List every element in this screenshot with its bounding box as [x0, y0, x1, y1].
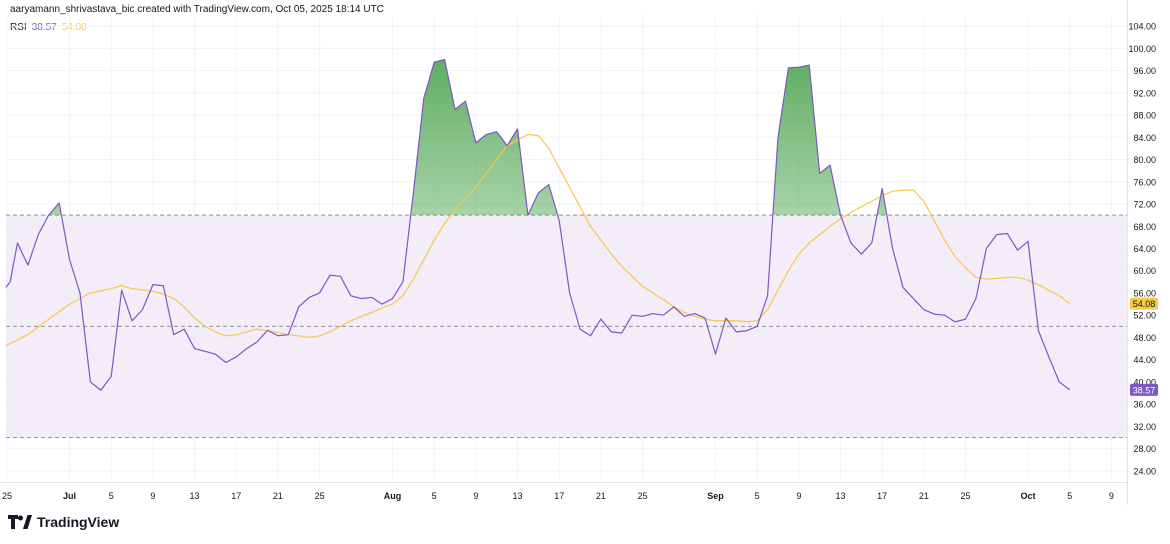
y-tick-label: 104.00: [1128, 22, 1156, 32]
y-tick-label: 36.00: [1133, 400, 1156, 410]
tradingview-logo[interactable]: TradingView: [8, 514, 119, 530]
x-tick-label: 13: [835, 491, 845, 501]
x-tick-label: 13: [513, 491, 523, 501]
x-tick-label: 21: [273, 491, 283, 501]
tradingview-logo-text: TradingView: [37, 514, 120, 530]
y-tick-label: 72.00: [1133, 200, 1156, 210]
y-tick-label: 48.00: [1133, 333, 1156, 343]
x-tick-label: 9: [473, 491, 478, 501]
legend-name: RSI: [10, 22, 27, 33]
ma-last-value-label: 54.08: [1130, 297, 1158, 310]
y-tick-label: 80.00: [1133, 155, 1156, 165]
x-tick-label: 21: [596, 491, 606, 501]
x-tick-label: 9: [796, 491, 801, 501]
last-value-labels: 54.08 38.57: [1130, 297, 1158, 396]
rsi-series-line: [5, 58, 1071, 391]
x-tick-label: Jul: [63, 491, 76, 501]
x-tick-label: 9: [1109, 491, 1114, 501]
x-tick-label: 17: [877, 491, 887, 501]
rsi-last-value-label-box: [1130, 383, 1158, 396]
y-tick-label: 88.00: [1133, 111, 1156, 121]
x-tick-label: 21: [919, 491, 929, 501]
x-tick-label: 5: [109, 491, 114, 501]
y-tick-label: 40.00: [1133, 377, 1156, 387]
x-tick-label: 13: [190, 491, 200, 501]
tradingview-logo-icon: [8, 515, 32, 529]
x-tick-label: 25: [638, 491, 648, 501]
legend-ma-value: 54.08: [61, 22, 87, 33]
y-tick-label: 84.00: [1133, 133, 1156, 143]
y-tick-label: 24.00: [1133, 466, 1156, 476]
x-tick-label: 9: [150, 491, 155, 501]
x-tick-label: Sep: [707, 491, 724, 501]
rsi-last-value-label-text: 38.57: [1133, 385, 1156, 395]
legend-rsi-value: 38.57: [31, 22, 57, 33]
y-tick-label: 56.00: [1133, 288, 1156, 298]
x-tick-label: 25: [2, 491, 12, 501]
x-tick-label: 17: [231, 491, 241, 501]
x-tick-label: 17: [554, 491, 564, 501]
x-tick-label: 25: [961, 491, 971, 501]
x-tick-label: 5: [432, 491, 437, 501]
x-tick-label: Oct: [1021, 491, 1036, 501]
rsi-ma-series-line: [5, 133, 1071, 347]
y-tick-label: 76.00: [1133, 177, 1156, 187]
y-tick-label: 100.00: [1128, 44, 1156, 54]
y-tick-label: 44.00: [1133, 355, 1156, 365]
chart-credit: aaryamann_shrivastava_bic created with T…: [10, 4, 384, 15]
y-tick-label: 32.00: [1133, 422, 1156, 432]
y-tick-label: 96.00: [1133, 66, 1156, 76]
x-axis[interactable]: 25 Jul 5 9 13 17 21 25 Aug 5 9 13 17 21 25 Sep 5 9 13 17 21 2…: [2, 491, 1114, 501]
y-tick-label: 68.00: [1133, 222, 1156, 232]
y-tick-label: 60.00: [1133, 266, 1156, 276]
y-tick-label: 28.00: [1133, 444, 1156, 454]
y-axis[interactable]: 104.00 100.00 96.00 92.00 88.00 84.00 80.00 76.…: [1128, 22, 1156, 477]
overbought-fill: [6, 59, 1070, 216]
y-tick-label: 64.00: [1133, 244, 1156, 254]
ma-last-value-label-box: [1130, 297, 1158, 310]
x-tick-label: Aug: [384, 491, 402, 501]
indicator-legend[interactable]: RSI 38.57 54.08: [10, 22, 87, 33]
rsi-last-value-label: 38.57: [1130, 383, 1158, 396]
ma-last-value-label-text: 54.08: [1133, 299, 1156, 309]
y-tick-label: 92.00: [1133, 88, 1156, 98]
x-tick-label: 25: [315, 491, 325, 501]
x-tick-label: 5: [755, 491, 760, 501]
x-tick-label: 5: [1067, 491, 1072, 501]
y-tick-label: 52.00: [1133, 311, 1156, 321]
